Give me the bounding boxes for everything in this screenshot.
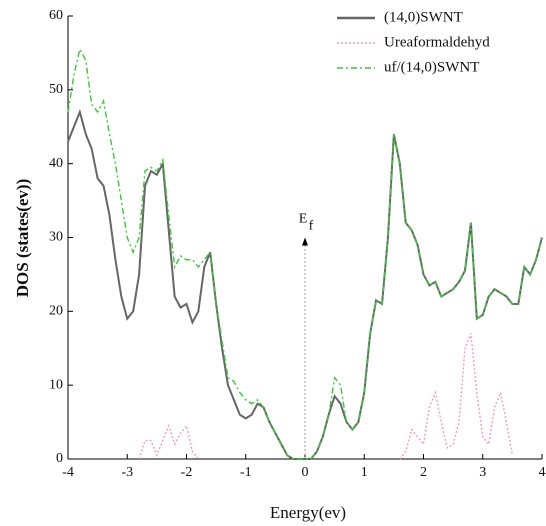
legend-label: uf/(14,0)SWNT xyxy=(384,59,479,75)
y-tick-label: 10 xyxy=(49,377,63,392)
y-tick-label: 50 xyxy=(49,82,63,97)
series-line xyxy=(67,108,543,460)
x-tick-label: -2 xyxy=(181,465,193,480)
x-tick-label: 1 xyxy=(361,465,368,480)
x-tick-label: -3 xyxy=(121,465,133,480)
legend-label: Ureaformaldehyd xyxy=(384,34,490,50)
fermi-label: E xyxy=(299,212,308,227)
x-axis-title: Energy(ev) xyxy=(270,503,346,522)
fermi-arrowhead xyxy=(302,237,308,246)
x-tick-label: 0 xyxy=(302,465,309,480)
series-line xyxy=(67,47,543,460)
x-tick-label: 4 xyxy=(539,465,546,480)
x-tick-label: 3 xyxy=(479,465,486,480)
series-line xyxy=(138,333,514,460)
x-tick-label: -1 xyxy=(240,465,252,480)
x-tick-label: 2 xyxy=(420,465,427,480)
fermi-subscript: f xyxy=(309,219,314,234)
y-axis-title: DOS (states(ev)) xyxy=(13,179,32,298)
y-tick-label: 30 xyxy=(49,230,63,245)
x-tick-label: -4 xyxy=(62,465,74,480)
y-tick-label: 60 xyxy=(49,8,63,23)
y-tick-label: 20 xyxy=(49,304,63,319)
y-tick-label: 0 xyxy=(56,451,63,466)
y-tick-label: 40 xyxy=(49,156,63,171)
legend-label: (14,0)SWNT xyxy=(384,9,463,25)
